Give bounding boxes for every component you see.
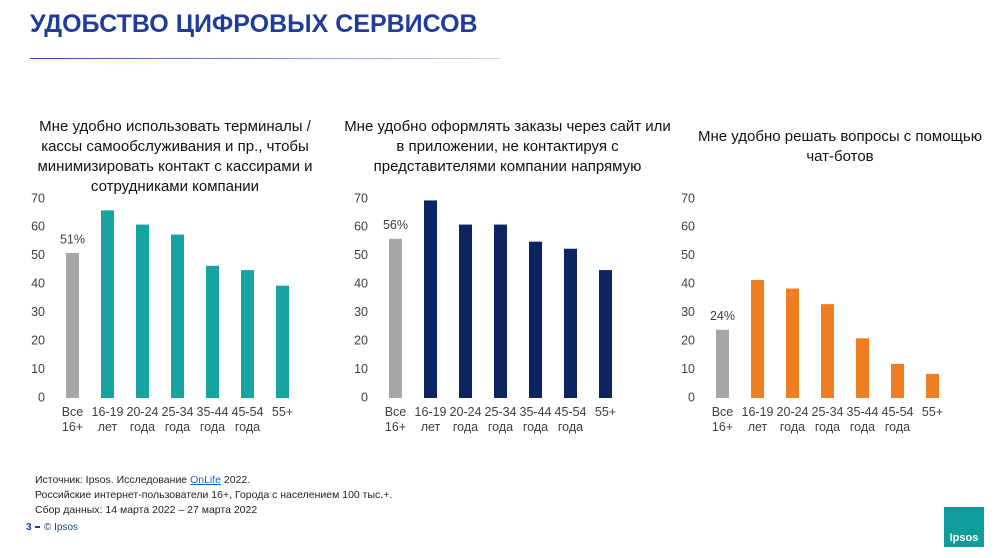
x-tick-label: 35-44 года [197,405,229,434]
bar [241,270,254,398]
x-tick-label: 55+ [595,405,616,419]
logo: Ipsos [944,507,984,547]
chart-title: Мне удобно использовать терминалы / касс… [37,118,313,195]
bar [66,253,79,398]
y-tick-label: 30 [31,305,45,319]
page-title: УДОБСТВО ЦИФРОВЫХ СЕРВИСОВ [30,10,478,38]
y-tick-label: 0 [361,390,368,404]
y-tick-label: 40 [31,277,45,291]
x-tick-label: 25-34 года [812,405,844,434]
x-tick-label: 55+ [272,405,293,419]
x-tick-label: Все 16+ [385,405,407,434]
bar [101,210,114,398]
source-link[interactable]: OnLife [190,474,221,486]
x-tick-label: 35-44 года [847,405,879,434]
y-tick-label: 50 [681,248,695,262]
bar [136,224,149,398]
y-tick-label: 40 [354,277,368,291]
x-tick-label: 55+ [922,405,943,419]
x-tick-label: Все 16+ [62,405,84,434]
value-label: 24% [710,309,735,323]
bar [599,270,612,398]
value-label: 56% [383,218,408,232]
y-tick-label: 40 [681,277,695,291]
x-tick-label: 16-19 лет [415,405,447,434]
x-tick-label: 45-54 года [555,405,587,434]
bar [716,329,729,398]
y-tick-label: 60 [31,220,45,234]
x-tick-label: 35-44 года [520,405,552,434]
fieldwork: Сбор данных: 14 марта 2022 – 27 марта 20… [35,504,258,516]
y-tick-label: 50 [31,248,45,262]
source: Источник: Ipsos. Исследование OnLife 202… [35,474,250,486]
x-tick-label: Все 16+ [712,405,734,434]
y-tick-label: 10 [354,362,368,376]
bar [821,304,834,398]
bar [171,234,184,398]
x-tick-label: 16-19 лет [742,405,774,434]
chart-title: Мне удобно оформлять заказы через сайт и… [344,118,671,175]
y-tick-label: 0 [688,390,695,404]
x-tick-label: 16-19 лет [92,405,124,434]
copyright: © Ipsos [44,522,79,533]
y-tick-label: 70 [681,191,695,205]
x-tick-label: 20-24 года [450,405,482,434]
x-tick-label: 25-34 года [162,405,194,434]
x-tick-label: 45-54 года [882,405,914,434]
y-tick-label: 0 [38,390,45,404]
y-tick-label: 30 [354,305,368,319]
bar [494,224,507,398]
value-label: 51% [60,232,85,246]
bar [424,200,437,398]
x-tick-label: 25-34 года [485,405,517,434]
y-tick-label: 10 [31,362,45,376]
bar [751,280,764,398]
y-tick-label: 20 [681,333,695,347]
y-tick-label: 60 [681,220,695,234]
page-dash [35,526,40,528]
bar [564,248,577,398]
bar [891,363,904,398]
x-tick-label: 20-24 года [777,405,809,434]
bar [856,338,869,398]
x-tick-label: 45-54 года [232,405,264,434]
y-tick-label: 30 [681,305,695,319]
y-tick-label: 20 [31,333,45,347]
bar [786,288,799,398]
bar [206,265,219,398]
y-tick-label: 10 [681,362,695,376]
y-tick-label: 70 [354,191,368,205]
bar [276,285,289,398]
y-tick-label: 70 [31,191,45,205]
x-tick-label: 20-24 года [127,405,159,434]
chart-title: Мне удобно решать вопросы с помощью чат-… [698,128,982,165]
bar [529,241,542,398]
y-tick-label: 20 [354,333,368,347]
page-number: 3 [26,522,32,533]
bar [459,224,472,398]
y-tick-label: 50 [354,248,368,262]
source-text: 2022. [221,474,251,486]
bar [926,373,939,398]
title-rule [30,58,500,59]
bar [389,238,402,398]
source-text: Источник: Ipsos. Исследование [35,474,191,486]
sample: Российские интернет-пользователи 16+, Го… [35,489,393,501]
y-tick-label: 60 [354,220,368,234]
